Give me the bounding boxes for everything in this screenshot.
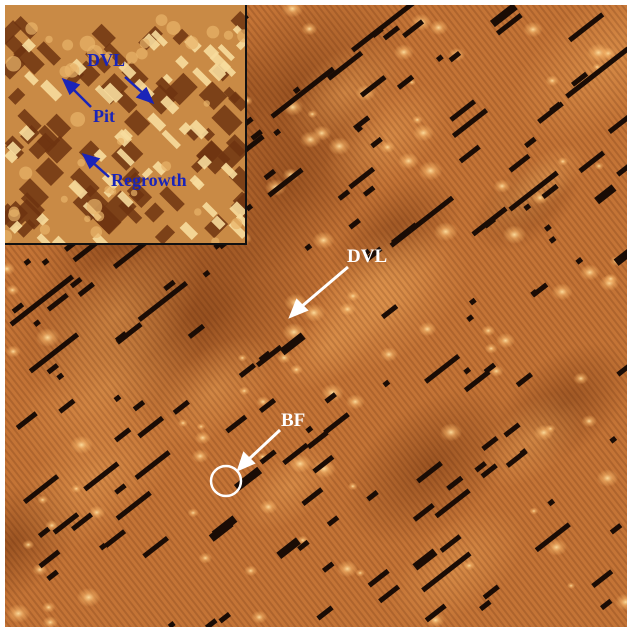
inset-dvl-arrow <box>124 76 155 105</box>
bf-label: BF <box>281 410 306 431</box>
dvl-arrow <box>288 265 349 319</box>
bright-features <box>5 5 627 627</box>
inset-regrowth-arrow <box>81 153 110 178</box>
stm-image-frame: DVL BF DVL Pit Regrowth <box>5 5 627 627</box>
inset-pit-label: Pit <box>93 106 115 126</box>
bf-marker-circle <box>209 464 243 498</box>
inset-regrowth-label: Regrowth <box>111 170 187 190</box>
inset-pit-arrow <box>61 77 92 108</box>
inset-topography <box>5 5 245 243</box>
dvl-label: DVL <box>347 246 388 267</box>
inset-dvl-label: DVL <box>87 50 126 70</box>
inset-image: DVL Pit Regrowth <box>5 5 247 245</box>
bf-arrow <box>236 428 282 472</box>
